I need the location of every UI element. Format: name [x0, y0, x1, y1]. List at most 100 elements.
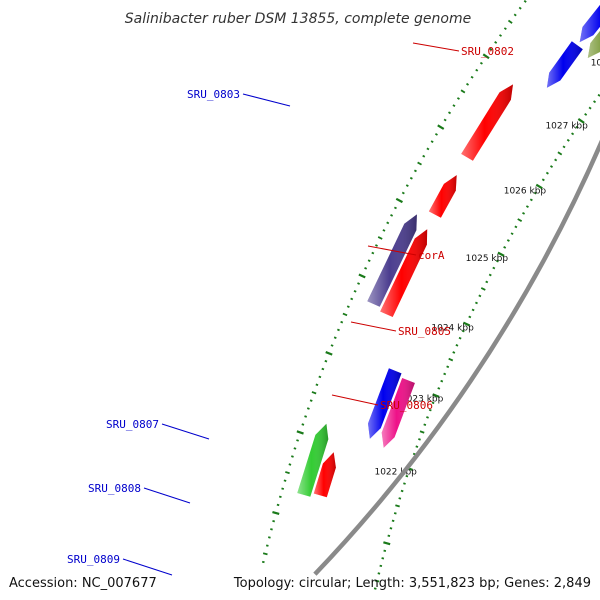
minor-tick	[353, 289, 357, 293]
gene-arrow-shading	[579, 4, 600, 43]
major-tick	[482, 53, 490, 60]
minor-tick	[584, 113, 588, 116]
genome-title: Salinibacter ruber DSM 13855, complete g…	[125, 11, 471, 27]
gene-feature[interactable]	[579, 0, 600, 43]
gene-feature[interactable]	[368, 368, 402, 439]
minor-tick	[409, 176, 413, 180]
minor-tick	[541, 178, 545, 182]
minor-tick	[510, 232, 514, 236]
minor-tick	[265, 544, 269, 547]
gene-feature[interactable]	[546, 41, 583, 88]
gene-label-leader	[161, 423, 210, 440]
scale-label: 1025 kbp	[466, 254, 509, 264]
backbone-arc	[313, 139, 600, 576]
minor-tick	[422, 154, 426, 158]
gene-arrow-shading	[380, 229, 428, 317]
gene-label-layer: SRU_0802 SRU_0803 corA SRU_0805 SRU_0806 SRU_…	[67, 42, 514, 576]
gene-label[interactable]: corA	[418, 249, 445, 262]
minor-tick	[377, 572, 381, 575]
scale-label: 1027 kbp	[545, 121, 588, 131]
minor-tick	[333, 336, 337, 340]
gene-label-leader	[331, 394, 379, 406]
minor-tick	[503, 246, 507, 249]
gene-feature[interactable]	[428, 175, 457, 218]
minor-tick	[440, 379, 444, 383]
minor-tick	[413, 169, 417, 173]
minor-tick	[285, 471, 290, 475]
gene-label[interactable]: SRU_0808	[88, 482, 141, 495]
gene-feature[interactable]	[461, 84, 513, 161]
minor-tick	[346, 305, 350, 308]
gene-arrow-shading	[461, 84, 513, 161]
minor-tick	[434, 133, 438, 136]
gene-label-leader	[350, 321, 397, 332]
minor-tick	[517, 218, 523, 222]
minor-tick	[415, 445, 419, 448]
gene-feature[interactable]	[367, 214, 417, 307]
minor-tick	[367, 259, 371, 263]
major-tick	[497, 251, 505, 257]
minor-tick	[342, 312, 348, 317]
minor-tick	[513, 13, 517, 17]
minor-tick	[364, 266, 368, 270]
minor-tick	[455, 344, 459, 347]
minor-tick	[525, 205, 529, 208]
minor-tick	[426, 416, 429, 419]
minor-tick	[523, 0, 527, 3]
minor-tick	[485, 280, 489, 284]
minor-tick	[557, 151, 563, 156]
gene-arrow-shading	[313, 452, 336, 498]
minor-tick	[391, 519, 395, 523]
minor-tick	[506, 239, 510, 242]
minor-tick	[291, 455, 294, 458]
gene-label[interactable]: SRU_0806	[380, 399, 433, 412]
minor-tick	[262, 552, 268, 556]
gene-feature[interactable]	[380, 229, 428, 317]
minor-tick	[448, 111, 452, 115]
minor-tick	[488, 273, 492, 277]
minor-tick	[293, 447, 297, 450]
minor-tick	[417, 161, 422, 166]
gene-feature[interactable]	[297, 423, 329, 497]
major-tick	[432, 393, 440, 398]
minor-tick	[431, 401, 435, 405]
minor-tick	[405, 184, 409, 187]
minor-tick	[495, 259, 499, 263]
minor-tick	[304, 415, 308, 418]
minor-tick	[533, 191, 537, 195]
minor-tick	[423, 423, 427, 426]
minor-tick	[529, 198, 533, 202]
minor-tick	[468, 315, 472, 319]
minor-tick	[489, 47, 493, 51]
minor-tick	[324, 359, 328, 363]
minor-tick	[437, 387, 441, 390]
scale-label: 1024 kbp	[431, 323, 474, 333]
minor-tick	[550, 165, 553, 168]
genome-summary-text: Topology: circular; Length: 3,551,823 bp…	[233, 576, 591, 591]
gene-label-leader	[242, 93, 291, 107]
gene-label[interactable]: SRU_0807	[106, 418, 159, 431]
minor-tick	[336, 328, 340, 332]
gene-label[interactable]: SRU_0803	[187, 88, 240, 101]
minor-tick	[357, 282, 361, 285]
major-tick	[296, 430, 304, 435]
scale-label: 1026 kbp	[504, 187, 547, 197]
gene-label-leader	[367, 245, 417, 256]
minor-tick	[390, 214, 394, 217]
gene-feature[interactable]	[381, 378, 415, 448]
minor-tick	[393, 206, 397, 210]
minor-tick	[480, 287, 486, 291]
minor-tick	[514, 225, 518, 229]
gene-label[interactable]: SRU_0805	[398, 325, 451, 338]
minor-tick	[306, 407, 310, 410]
gene-label[interactable]: SRU_0809	[67, 553, 120, 566]
minor-tick	[562, 145, 566, 149]
minor-tick	[301, 423, 305, 426]
gene-feature[interactable]	[587, 0, 600, 58]
minor-tick	[418, 438, 421, 441]
minor-tick	[272, 519, 276, 523]
gene-feature[interactable]	[313, 452, 336, 498]
gene-label[interactable]: SRU_0802	[461, 45, 514, 58]
